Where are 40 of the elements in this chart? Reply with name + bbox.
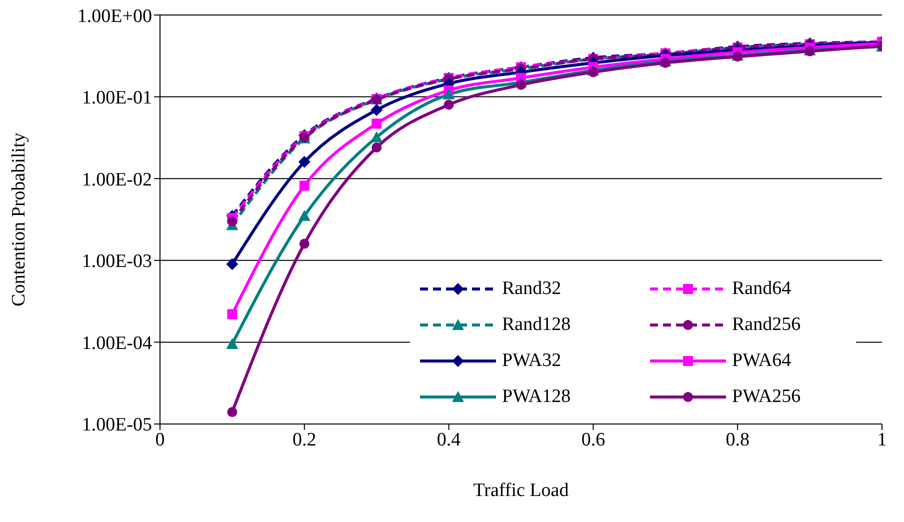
point: [299, 238, 310, 249]
y-tick-label: 1.00E-03: [82, 251, 152, 272]
point: [370, 131, 383, 142]
point: [732, 52, 743, 62]
y-tick-label: 1.00E-01: [82, 88, 152, 109]
legend-label: Rand64: [732, 278, 792, 300]
point: [227, 407, 238, 418]
x-tick-label: 0.6: [581, 429, 606, 450]
y-axis-title: Contention Probability: [8, 132, 30, 306]
legend-label: PWA64: [732, 350, 792, 372]
point: [227, 216, 238, 226]
y-tick-label: 1.00E+00: [77, 6, 152, 27]
point: [372, 142, 382, 152]
legend-label: Rand256: [732, 314, 801, 336]
legend-label: Rand128: [502, 314, 571, 336]
y-tick-label: 1.00E-02: [82, 169, 152, 190]
legend-label: PWA32: [502, 350, 562, 372]
point: [370, 104, 383, 116]
legend-label: PWA256: [732, 386, 801, 408]
legend-label: Rand32: [502, 278, 562, 300]
point: [298, 210, 310, 221]
x-axis-title: Traffic Load: [473, 480, 570, 501]
x-tick-label: 0.4: [436, 429, 462, 450]
y-tick-label: 1.00E-04: [82, 332, 152, 354]
point: [226, 338, 238, 350]
point: [372, 118, 382, 129]
point: [298, 156, 310, 168]
point: [516, 80, 526, 90]
legend-label: PWA128: [502, 386, 571, 408]
point: [227, 309, 238, 320]
x-tick-label: 0.8: [726, 429, 750, 450]
x-tick-label: 0: [155, 429, 165, 450]
point: [444, 100, 454, 110]
point: [299, 180, 310, 191]
point: [588, 67, 598, 78]
y-tick-label: 1.00E-05: [82, 414, 152, 436]
x-tick-label: 0.2: [292, 429, 316, 450]
x-tick-label: 1: [877, 429, 887, 450]
point: [226, 258, 238, 270]
point: [442, 88, 455, 100]
